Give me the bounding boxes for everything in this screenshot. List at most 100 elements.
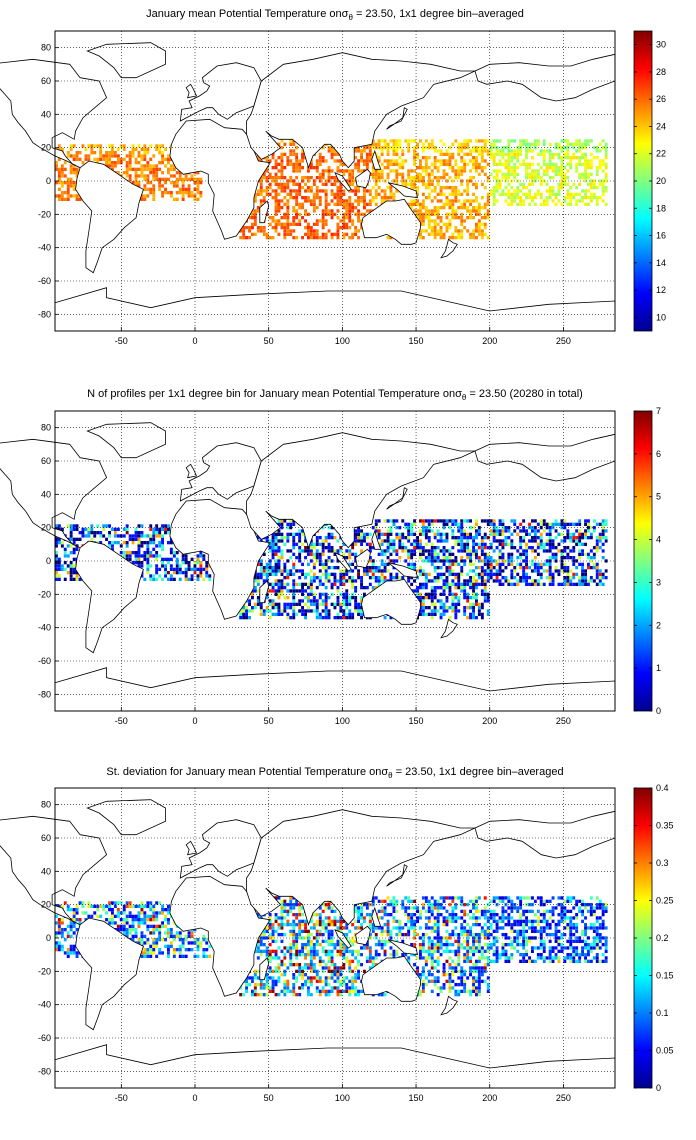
data-cell — [274, 166, 278, 170]
data-cell — [339, 549, 343, 553]
data-cell — [516, 159, 520, 163]
data-cell — [463, 579, 467, 583]
data-cell — [572, 556, 576, 560]
data-cell — [533, 169, 537, 173]
data-cell — [146, 534, 150, 538]
data-cell — [72, 567, 76, 571]
data-cell — [495, 162, 499, 166]
data-cell — [510, 192, 514, 196]
data-cell — [113, 164, 117, 168]
data-cell — [472, 602, 475, 606]
data-cell — [483, 589, 487, 593]
data-cell — [75, 151, 79, 155]
data-cell — [483, 216, 487, 220]
data-cell — [595, 146, 599, 150]
data-cell — [475, 586, 478, 590]
data-cell — [548, 156, 552, 160]
data-cell — [516, 572, 520, 576]
data-cell — [280, 589, 284, 593]
data-cell — [498, 579, 502, 583]
data-cell — [327, 612, 331, 616]
data-cell — [560, 166, 564, 170]
data-cell — [354, 229, 358, 233]
data-cell — [283, 566, 287, 570]
data-cell — [336, 236, 340, 240]
data-cell — [445, 586, 449, 590]
data-cell — [152, 191, 156, 195]
data-cell — [457, 229, 461, 233]
data-cell — [262, 572, 266, 576]
data-cell — [169, 191, 173, 195]
data-cell — [480, 579, 484, 583]
data-cell — [477, 162, 481, 166]
data-cell — [324, 616, 328, 620]
data-cell — [268, 549, 272, 553]
data-cell — [563, 176, 567, 180]
data-cell — [55, 921, 58, 925]
data-cell — [315, 206, 319, 210]
data-cell — [572, 192, 576, 196]
data-cell — [448, 569, 452, 573]
data-cell — [63, 167, 67, 171]
data-cell — [63, 161, 67, 165]
data-cell — [161, 184, 164, 188]
data-cell — [259, 179, 263, 183]
data-cell — [457, 166, 461, 170]
data-cell — [560, 526, 564, 530]
data-cell — [475, 592, 478, 596]
data-cell — [475, 536, 478, 540]
data-cell — [289, 602, 293, 606]
data-cell — [463, 159, 467, 163]
data-cell — [339, 189, 343, 193]
landmass-philippines — [371, 529, 382, 550]
data-cell — [99, 541, 103, 545]
data-cell — [84, 527, 88, 531]
data-cell — [116, 154, 120, 158]
data-cell — [430, 142, 434, 146]
data-cell — [75, 157, 79, 161]
data-cell — [280, 609, 284, 613]
data-cell — [167, 154, 170, 158]
data-cell — [454, 586, 458, 590]
data-cell — [342, 602, 346, 606]
data-cell — [575, 566, 579, 570]
data-cell — [495, 139, 499, 143]
data-cell — [169, 174, 173, 178]
data-cell — [75, 154, 79, 158]
data-cell — [424, 592, 428, 596]
data-cell — [360, 199, 363, 203]
data-cell — [342, 576, 346, 580]
data-cell — [298, 582, 302, 586]
data-cell — [578, 182, 582, 186]
data-cell — [251, 216, 254, 220]
data-cell — [304, 199, 307, 203]
data-cell — [265, 569, 269, 573]
data-cell — [587, 139, 590, 143]
data-cell — [78, 531, 82, 535]
data-cell — [336, 586, 340, 590]
data-cell — [489, 189, 493, 193]
data-cell — [442, 612, 446, 616]
data-cell — [327, 609, 331, 613]
data-cell — [315, 176, 319, 180]
data-cell — [501, 582, 505, 586]
data-cell — [498, 532, 502, 536]
data-cell — [301, 549, 304, 553]
data-cell — [483, 592, 487, 596]
data-cell — [536, 139, 540, 143]
data-cell — [134, 157, 138, 161]
data-cell — [280, 612, 284, 616]
data-cell — [146, 551, 150, 555]
data-cell — [321, 542, 325, 546]
data-cell — [430, 579, 434, 583]
data-cell — [128, 164, 132, 168]
data-cell — [336, 166, 340, 170]
data-cell — [84, 147, 88, 151]
data-cell — [501, 576, 505, 580]
data-cell — [63, 181, 67, 185]
data-cell — [531, 182, 534, 186]
data-cell — [401, 159, 405, 163]
data-cell — [525, 549, 528, 553]
data-cell — [63, 547, 67, 551]
